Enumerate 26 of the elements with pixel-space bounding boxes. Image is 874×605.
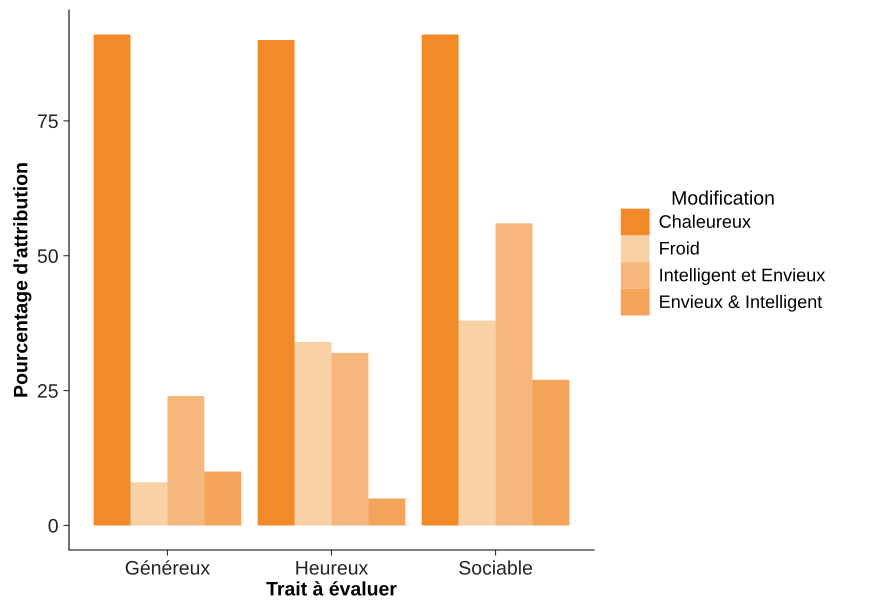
bar: [294, 342, 332, 526]
y-tick-label: 0: [48, 518, 58, 533]
bar: [332, 352, 368, 526]
bar: [496, 223, 532, 526]
x-tick-label: Heureux: [296, 561, 368, 575]
y-axis-title: Pourcentage d'attribution: [13, 163, 32, 397]
x-tick-label: Généreux: [126, 560, 210, 575]
bar: [204, 472, 242, 526]
bar: [130, 482, 168, 526]
bar: [458, 320, 496, 526]
bar: [422, 34, 459, 526]
x-axis-title: Trait à évaluer: [266, 581, 397, 596]
bar: [532, 380, 570, 526]
y-tick-label: 25: [38, 384, 58, 398]
y-tick-label: 50: [38, 249, 58, 263]
x-tick-label: Sociable: [459, 560, 532, 575]
legend-label: Envieux & Intelligent: [660, 294, 822, 312]
legend-label: Froid: [660, 241, 699, 255]
legend-label: Chaleureux: [660, 214, 751, 228]
bar: [258, 40, 295, 526]
bar: [94, 34, 131, 526]
bar: [167, 396, 204, 526]
y-tick-label: 75: [38, 114, 58, 128]
legend-title: Modification: [672, 190, 774, 205]
bar: [368, 498, 406, 526]
legend-label: Intelligent et Envieux: [660, 268, 826, 285]
